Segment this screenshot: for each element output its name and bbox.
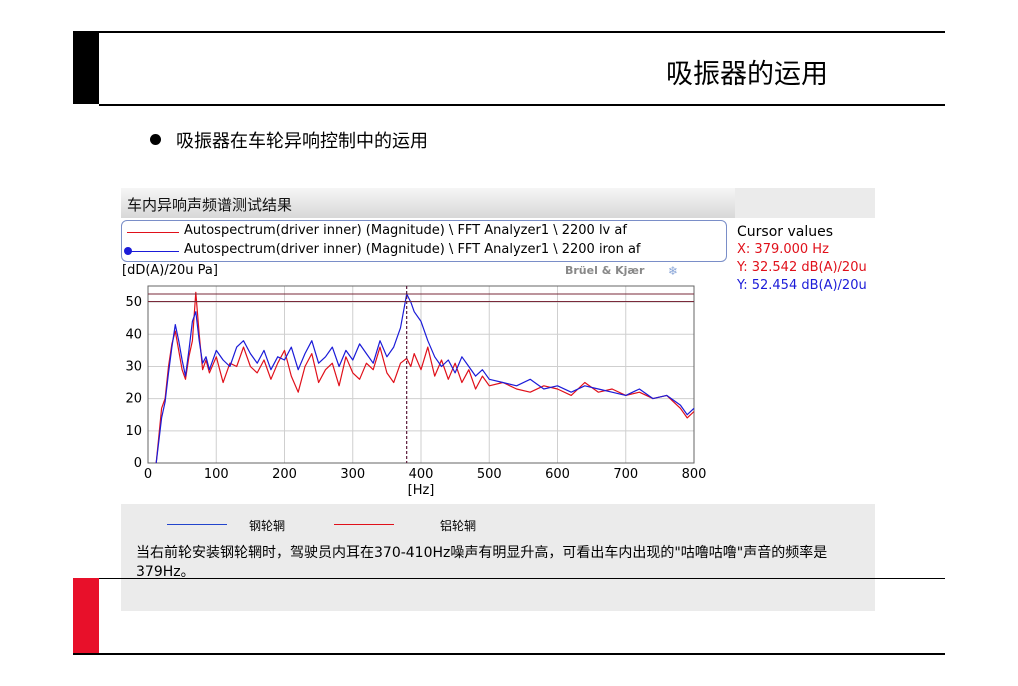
x-tick-label: 0 xyxy=(144,467,152,482)
x-tick-label: 700 xyxy=(613,467,638,482)
legend-label-iron: Autospectrum(driver inner) (Magnitude) \… xyxy=(184,242,641,257)
title-rule xyxy=(99,104,945,106)
cursor-x-value: X: 379.000 Hz xyxy=(737,242,829,257)
legend-label-lv: Autospectrum(driver inner) (Magnitude) \… xyxy=(184,223,627,238)
bullet-text: 吸振器在车轮异响控制中的运用 xyxy=(176,131,428,152)
x-tick-label: 300 xyxy=(340,467,365,482)
bottom-rule xyxy=(73,653,945,655)
x-tick-label: 600 xyxy=(545,467,570,482)
x-tick-label: 800 xyxy=(682,467,707,482)
series-line-iron xyxy=(155,293,695,464)
left-black-bar xyxy=(73,31,99,104)
tick-labels: 0 100 200 300 400 500 600 700 800 0 10 20 30 40 50 [Hz] xyxy=(125,295,706,498)
y-tick-label: 50 xyxy=(125,295,142,310)
y-axis-unit: [dD(A)/20u Pa] xyxy=(122,263,218,278)
y-tick-label: 40 xyxy=(125,327,142,342)
slide-title: 吸振器的运用 xyxy=(666,59,828,90)
cursor-values-area xyxy=(735,218,875,504)
bullet-dot-icon xyxy=(150,134,161,145)
chart-legend[interactable]: Autospectrum(driver inner) (Magnitude) \… xyxy=(121,220,727,262)
brand-logo: Brüel & Kjær xyxy=(565,264,645,277)
cursor-y-red-value: Y: 32.542 dB(A)/20u xyxy=(737,260,867,275)
legend-line-red xyxy=(127,232,179,233)
left-red-bar xyxy=(73,578,99,654)
top-rule xyxy=(73,31,945,33)
cursor-values-title: Cursor values xyxy=(737,224,834,240)
cursor-layer[interactable] xyxy=(148,286,694,463)
grid-lines xyxy=(147,286,695,464)
axes xyxy=(147,285,695,464)
panel-header xyxy=(121,188,735,218)
bk-logo-icon: ❄ xyxy=(668,264,679,278)
x-tick-label: 100 xyxy=(204,467,229,482)
aluminum-legend-line xyxy=(334,524,394,525)
aluminum-legend-label: 铝轮辋 xyxy=(440,519,477,533)
x-tick-label: 400 xyxy=(409,467,434,482)
panel-title: 车内异响声频谱测试结果 xyxy=(127,196,293,214)
x-tick-label: 200 xyxy=(272,467,297,482)
cursor-y-blue-value: Y: 52.454 dB(A)/20u xyxy=(737,278,867,293)
series-layer xyxy=(155,291,695,464)
legend-marker-icon xyxy=(124,247,132,255)
plot-frame xyxy=(147,285,695,464)
y-tick-label: 30 xyxy=(125,359,142,374)
series-line-lv xyxy=(155,291,695,464)
spectrum-chart[interactable]: 0 100 200 300 400 500 600 700 800 0 10 20 30 40 50 [Hz] xyxy=(121,280,735,506)
caption-text: 当右前轮安装钢轮辋时，驾驶员内耳在370-410Hz噪声有明显升高，可看出车内出… xyxy=(136,545,828,580)
steel-legend-label: 钢轮辋 xyxy=(249,519,286,533)
legend-line-blue xyxy=(127,251,179,252)
steel-legend-line xyxy=(167,524,227,525)
y-tick-label: 0 xyxy=(134,456,142,471)
x-tick-label: 500 xyxy=(477,467,502,482)
x-axis-label: [Hz] xyxy=(408,483,435,498)
y-tick-label: 20 xyxy=(125,392,142,407)
y-tick-label: 10 xyxy=(125,424,142,439)
bottom-rule-upper xyxy=(73,578,945,579)
